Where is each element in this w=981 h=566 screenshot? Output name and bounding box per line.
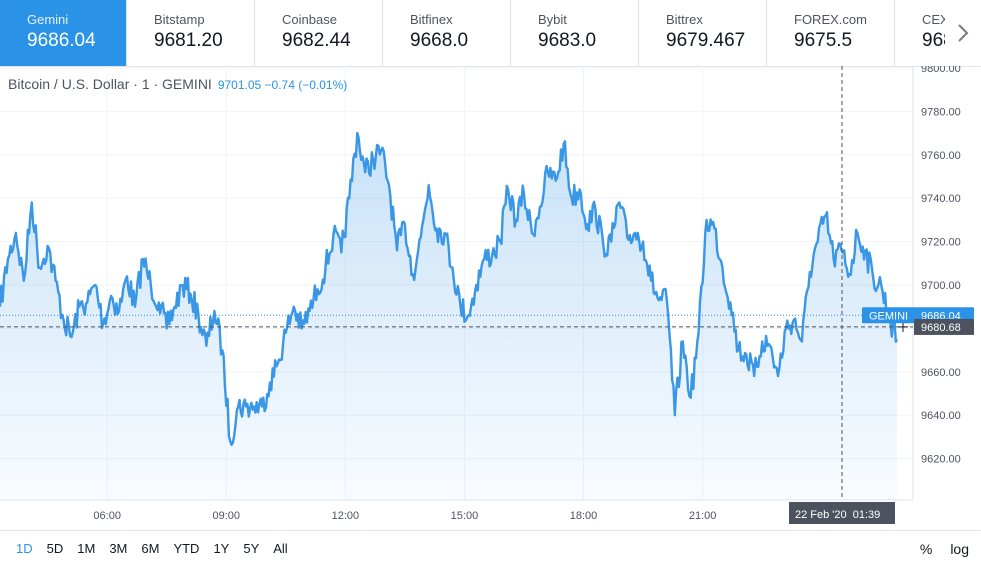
price-tick-label: 9720.00	[921, 237, 961, 249]
ticker-price: 9679.467	[666, 30, 746, 51]
time-tick-label: 09:00	[212, 510, 240, 522]
ticker-name: Bitstamp	[154, 12, 205, 27]
range-button-6m[interactable]: 6M	[141, 541, 160, 556]
ticker-bitfinex[interactable]: Bitfinex 9668.0	[383, 0, 511, 66]
price-tick-label: 9620.00	[921, 454, 961, 466]
ticker-bittrex[interactable]: Bittrex 9679.467	[639, 0, 767, 66]
price-tick-label: 9700.00	[921, 280, 961, 292]
price-tick-label: 9740.00	[921, 193, 961, 205]
price-axis[interactable]: 9620.009640.009660.009680.009700.009720.…	[921, 66, 961, 466]
range-button-1y[interactable]: 1Y	[213, 541, 230, 556]
ticker-bybit[interactable]: Bybit 9683.0	[511, 0, 639, 66]
crosshair-price-value: 9680.68	[921, 322, 961, 334]
crosshair-plus-icon	[898, 321, 908, 332]
time-tick-label: 15:00	[451, 510, 479, 522]
crosshair-price-label: 9680.68	[914, 318, 974, 335]
time-tick-label: 12:00	[332, 510, 360, 522]
ticker-coinbase[interactable]: Coinbase 9682.44	[255, 0, 383, 66]
time-axis[interactable]: 06:00 09:00 12:00 15:00 18:00 21:00	[93, 510, 716, 522]
range-button-5d[interactable]: 5D	[46, 541, 64, 556]
range-button-ytd[interactable]: YTD	[173, 541, 200, 556]
range-button-1m[interactable]: 1M	[77, 541, 96, 556]
crosshair-time-label: 22 Feb '20 01:39	[789, 502, 895, 524]
price-area	[0, 133, 898, 500]
ticker-price: 9686.04	[27, 30, 96, 51]
ticker-price: 9681.20	[154, 30, 223, 51]
percent-scale-toggle[interactable]: %	[919, 540, 933, 557]
symbol-title: Bitcoin / U.S. Dollar · 1 · GEMINI	[8, 76, 212, 92]
price-line	[0, 131, 899, 446]
legend-values: 9701.05 −0.74 (−0.01%)	[217, 78, 348, 92]
ticker-name: CEX.	[922, 12, 953, 27]
log-scale-toggle[interactable]: log	[950, 540, 969, 557]
ticker-name: Bybit	[538, 12, 567, 27]
ticker-price: 9675.5	[794, 30, 853, 51]
last-price-tag-label: GEMINI	[869, 310, 908, 322]
ticker-gemini[interactable]: Gemini 9686.04	[0, 0, 127, 66]
range-button-3m[interactable]: 3M	[109, 541, 128, 556]
price-chart[interactable]: 9620.009640.009660.009680.009700.009720.…	[0, 66, 981, 530]
time-tick-label: 21:00	[689, 510, 717, 522]
chart-legend: Bitcoin / U.S. Dollar · 1 · GEMINI 9701.0…	[8, 76, 347, 92]
ticker-price: 9683.0	[538, 30, 597, 51]
crosshair-time-value: 22 Feb '20 01:39	[795, 509, 880, 521]
range-toolbar: 1D 5D 1M 3M 6M YTD 1Y 5Y All % log	[0, 530, 981, 566]
price-tick-label: 9760.00	[921, 150, 961, 162]
ticker-name: Bitfinex	[410, 12, 453, 27]
price-tick-label: 9640.00	[921, 410, 961, 422]
price-tick-label: 9780.00	[921, 106, 961, 118]
range-button-5y[interactable]: 5Y	[243, 541, 260, 556]
time-tick-label: 18:00	[570, 510, 598, 522]
range-button-1d[interactable]: 1D	[16, 541, 33, 556]
ticker-name: FOREX.com	[794, 12, 867, 27]
exchange-ticker-strip: Gemini 9686.04 Bitstamp 9681.20 Coinbase…	[0, 0, 981, 67]
ticker-price: 9682.44	[282, 30, 351, 51]
ticker-name: Bittrex	[666, 12, 703, 27]
range-button-all[interactable]: All	[273, 541, 288, 556]
ticker-bitstamp[interactable]: Bitstamp 9681.20	[127, 0, 255, 66]
price-tick-label: 9660.00	[921, 367, 961, 379]
chevron-right-icon	[958, 24, 969, 42]
ticker-next-button[interactable]	[945, 0, 981, 66]
ticker-name: Coinbase	[282, 12, 337, 27]
ticker-price: 9668.0	[410, 30, 469, 51]
ticker-forex[interactable]: FOREX.com 9675.5	[767, 0, 895, 66]
time-tick-label: 06:00	[93, 510, 121, 522]
price-tick-label: 9800.00	[921, 66, 961, 75]
ticker-name: Gemini	[27, 12, 69, 27]
